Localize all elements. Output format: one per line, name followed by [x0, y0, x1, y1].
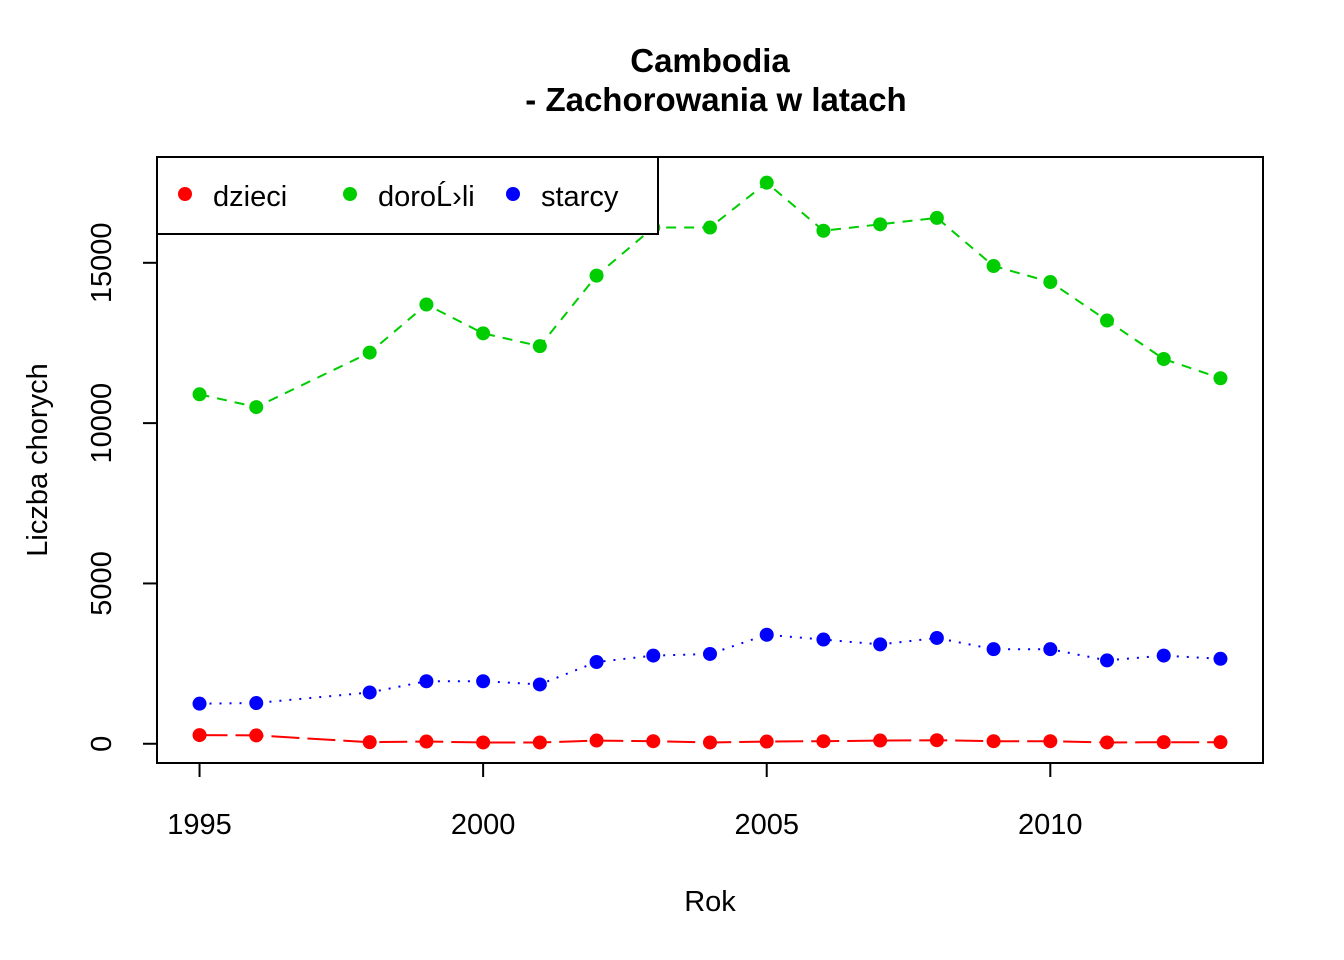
data-point: [816, 632, 831, 647]
data-point: [646, 648, 661, 663]
data-point: [362, 345, 377, 360]
data-point: [589, 268, 604, 283]
y-tick-label: 0: [86, 736, 118, 752]
legend-marker: [506, 187, 520, 201]
data-point: [249, 400, 264, 415]
data-point: [986, 259, 1001, 274]
plot-frame: [156, 156, 1264, 764]
x-tick-label: 2000: [451, 809, 516, 841]
data-point: [873, 637, 888, 652]
x-tick-label: 2010: [1018, 809, 1083, 841]
data-point: [1213, 735, 1228, 750]
data-point: [703, 735, 717, 750]
legend-label: starcy: [541, 181, 619, 213]
legend: dzieci doroĹ›li starcy: [156, 156, 659, 235]
data-point: [476, 735, 491, 750]
data-point: [1100, 313, 1115, 328]
data-point: [476, 326, 491, 341]
data-point: [873, 733, 888, 748]
data-point: [929, 630, 944, 645]
data-point: [929, 733, 944, 748]
data-point: [362, 685, 377, 700]
data-point: [986, 734, 1001, 749]
legend-marker: [178, 187, 192, 201]
data-point: [986, 642, 1001, 657]
data-point: [1213, 371, 1228, 386]
data-point: [1213, 651, 1228, 666]
data-point: [249, 728, 264, 743]
data-point: [1100, 735, 1115, 750]
series-layer: [192, 175, 1228, 750]
series-line: [199, 633, 1221, 705]
data-point: [419, 297, 434, 312]
data-point: [532, 339, 547, 354]
data-point: [419, 674, 434, 689]
data-point: [759, 627, 774, 642]
data-point: [816, 734, 831, 749]
data-point: [1043, 734, 1058, 749]
data-point: [759, 175, 774, 190]
data-point: [532, 735, 547, 750]
data-point: [476, 674, 491, 689]
legend-label: dzieci: [213, 181, 287, 213]
y-tick-label: 5000: [86, 551, 118, 616]
legend-label: doroĹ›li: [378, 180, 475, 213]
data-point: [816, 223, 831, 238]
data-point: [759, 734, 774, 749]
data-point: [1100, 653, 1115, 668]
data-point: [703, 646, 717, 661]
y-axis: 0 5000 10000 15000: [86, 222, 158, 752]
legend-box: [156, 156, 659, 235]
series-line: [199, 734, 1221, 744]
data-point: [249, 696, 264, 711]
data-point: [1043, 642, 1058, 657]
data-point: [362, 735, 377, 750]
data-point: [589, 655, 604, 669]
y-axis-label: Liczba chorych: [22, 363, 54, 556]
data-point: [192, 387, 207, 402]
data-point: [532, 677, 547, 692]
x-tick-label: 2005: [734, 809, 799, 841]
data-point: [1156, 648, 1171, 663]
data-point: [646, 734, 661, 749]
data-point: [192, 696, 207, 711]
x-tick-label: 1995: [167, 809, 232, 841]
chart-subtitle: - Zachorowania w latach: [525, 81, 906, 118]
series-starcy: [192, 627, 1228, 711]
legend-marker: [343, 187, 357, 201]
chart-title: Cambodia: [630, 42, 790, 79]
data-point: [589, 733, 604, 748]
data-point: [703, 220, 717, 235]
data-point: [1156, 735, 1171, 750]
x-axis: 1995 2000 2005 2010: [167, 762, 1083, 841]
y-tick-label: 10000: [86, 383, 118, 464]
y-tick-label: 15000: [86, 222, 118, 303]
data-point: [1043, 275, 1058, 290]
data-point: [192, 728, 207, 743]
x-axis-label: Rok: [684, 886, 736, 918]
data-point: [419, 734, 434, 749]
data-point: [1156, 352, 1171, 366]
series-line: [199, 181, 1221, 409]
data-point: [929, 210, 944, 225]
series-dzieci: [192, 728, 1228, 750]
data-point: [873, 217, 888, 232]
